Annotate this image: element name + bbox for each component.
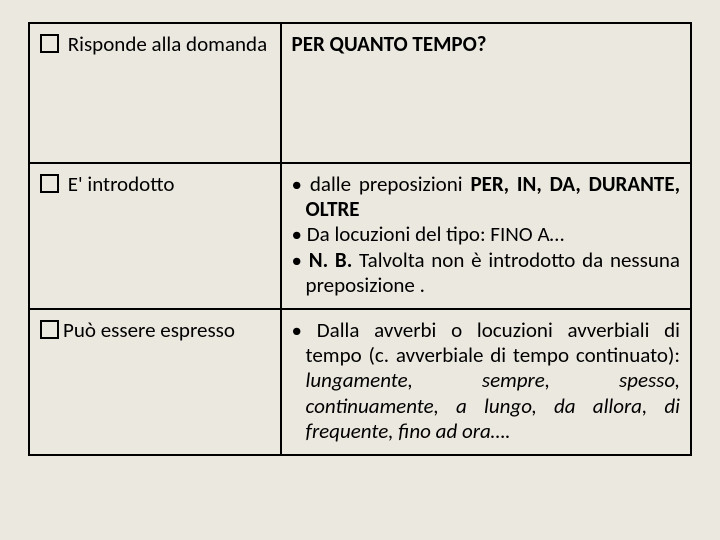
text: Da locuzioni del tipo: FINO A… [307, 221, 564, 247]
row2-left-label: E' introdotto [68, 171, 175, 197]
row1-right-heading: PER QUANTO TEMPO? [292, 31, 487, 57]
checkbox-icon [40, 320, 59, 339]
cell-right-3: Dalla avverbi o locuzioni avverbiali di … [281, 309, 691, 455]
checkbox-icon [40, 34, 59, 53]
row1-left-label: Risponde alla domanda [68, 31, 267, 57]
checkbox-icon [40, 174, 59, 193]
text: dalle preposizioni [310, 171, 471, 197]
row2-bullet-1: dalle preposizioni PER, IN, DA, DURANTE,… [292, 172, 680, 222]
table-row: Può essere espresso Dalla avverbi o locu… [29, 309, 691, 455]
slide: Risponde alla domanda PER QUANTO TEMPO? … [0, 0, 720, 540]
text: Talvolta non è introdotto da nessuna pre… [306, 247, 680, 298]
cell-right-2: dalle preposizioni PER, IN, DA, DURANTE,… [281, 163, 691, 309]
text: Dalla avverbi o locuzioni avverbiali di … [306, 317, 680, 368]
cell-left-1: Risponde alla domanda [29, 23, 281, 163]
cell-left-2: E' introdotto [29, 163, 281, 309]
cell-right-1: PER QUANTO TEMPO? [281, 23, 691, 163]
cell-left-3: Può essere espresso [29, 309, 281, 455]
row3-left-label: Può essere espresso [63, 317, 235, 343]
content-table: Risponde alla domanda PER QUANTO TEMPO? … [28, 22, 692, 456]
table-row: Risponde alla domanda PER QUANTO TEMPO? [29, 23, 691, 163]
row2-bullet-3: N. B. Talvolta non è introdotto da nessu… [292, 248, 680, 298]
text-bold: N. B. [309, 247, 353, 273]
text-italic: lungamente, sempre, spesso, continuament… [306, 367, 680, 443]
table-row: E' introdotto dalle preposizioni PER, IN… [29, 163, 691, 309]
row2-bullet-2: Da locuzioni del tipo: FINO A… [292, 222, 680, 247]
row3-bullet-1: Dalla avverbi o locuzioni avverbiali di … [292, 318, 680, 444]
